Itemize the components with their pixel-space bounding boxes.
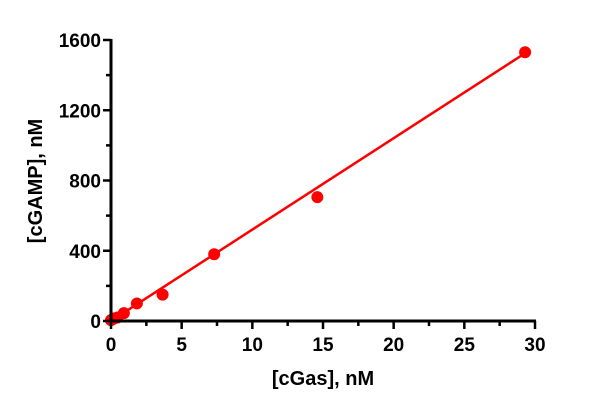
x-tick-label: 25 bbox=[454, 335, 476, 356]
y-tick-label: 800 bbox=[69, 172, 101, 193]
data-point bbox=[156, 288, 169, 301]
data-point bbox=[130, 297, 143, 310]
y-tick-label: 0 bbox=[90, 312, 101, 333]
plot-area bbox=[105, 46, 532, 327]
data-point bbox=[117, 307, 130, 320]
axes: 0 400 800 1200 1600 0 5 10 15 20 25 30 bbox=[59, 31, 546, 356]
y-axis-title: [cGAMP], nM bbox=[25, 119, 47, 243]
x-tick-label: 0 bbox=[106, 335, 117, 356]
x-tick-label: 30 bbox=[524, 335, 545, 356]
x-axis-title: [cGas], nM bbox=[272, 368, 374, 390]
x-tick-label: 10 bbox=[242, 335, 263, 356]
data-point bbox=[519, 46, 532, 59]
y-tick-label: 400 bbox=[69, 242, 101, 263]
data-point bbox=[208, 248, 221, 261]
data-point bbox=[311, 191, 324, 204]
x-tick-label: 20 bbox=[383, 335, 404, 356]
y-tick-label: 1600 bbox=[59, 31, 101, 52]
x-tick-label: 5 bbox=[176, 335, 187, 356]
fit-line bbox=[110, 52, 526, 323]
x-tick-label: 15 bbox=[312, 335, 334, 356]
y-tick-label: 1200 bbox=[59, 101, 101, 122]
